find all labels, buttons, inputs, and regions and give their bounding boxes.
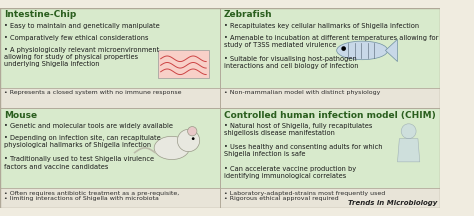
Text: • Traditionally used to test Shigella virulence
factors and vaccine candidates: • Traditionally used to test Shigella vi… bbox=[4, 156, 154, 170]
Text: • Genetic and molecular tools are widely available: • Genetic and molecular tools are widely… bbox=[4, 123, 173, 129]
Bar bbox=[220, 8, 440, 87]
Text: • Natural host of Shigella, fully recapitulates
shigellosis disease manifestatio: • Natural host of Shigella, fully recapi… bbox=[224, 123, 372, 136]
Ellipse shape bbox=[337, 41, 388, 60]
Text: • Laboratory-adapted-strains most frequently used
• Rigorous ethical approval re: • Laboratory-adapted-strains most freque… bbox=[224, 191, 385, 202]
Text: Controlled human infection model (CHIM): Controlled human infection model (CHIM) bbox=[224, 111, 436, 120]
Text: • Can accelerate vaccine production by
identifying immunological correlates: • Can accelerate vaccine production by i… bbox=[224, 166, 356, 179]
Text: • Recapitulates key cellular hallmarks of Shigella infection: • Recapitulates key cellular hallmarks o… bbox=[224, 22, 419, 29]
Bar bbox=[158, 50, 209, 78]
Text: • Often requires antibiotic treatment as a pre-requisite,
• limiting interaction: • Often requires antibiotic treatment as… bbox=[4, 191, 179, 202]
Text: • Represents a closed system with no immune response: • Represents a closed system with no imm… bbox=[4, 90, 181, 95]
Text: • Suitable for visualising host-pathogen
interactions and cell biology of infect: • Suitable for visualising host-pathogen… bbox=[224, 56, 358, 69]
Bar bbox=[220, 87, 440, 108]
Bar bbox=[0, 87, 220, 108]
Text: • Amenable to incubation at different temperatures allowing for
study of T3SS me: • Amenable to incubation at different te… bbox=[224, 35, 438, 48]
Text: Trends in Microbiology: Trends in Microbiology bbox=[348, 200, 438, 206]
Text: Zebrafish: Zebrafish bbox=[224, 11, 273, 19]
Text: Mouse: Mouse bbox=[4, 111, 37, 120]
Text: • Depending on infection site, can recapitulate
physiological hallmarks of Shige: • Depending on infection site, can recap… bbox=[4, 135, 161, 148]
Bar bbox=[220, 108, 440, 188]
Polygon shape bbox=[398, 139, 420, 162]
Ellipse shape bbox=[154, 136, 190, 160]
Bar bbox=[220, 188, 440, 208]
Text: Intestine-Chip: Intestine-Chip bbox=[4, 11, 76, 19]
Bar bbox=[0, 8, 220, 87]
Text: • Easy to maintain and genetically manipulate: • Easy to maintain and genetically manip… bbox=[4, 22, 159, 29]
Text: • Uses healthy and consenting adults for which
Shigella infection is safe: • Uses healthy and consenting adults for… bbox=[224, 144, 383, 157]
Circle shape bbox=[177, 129, 200, 152]
Text: • Comparatively few ethical considerations: • Comparatively few ethical consideratio… bbox=[4, 35, 148, 41]
Circle shape bbox=[401, 124, 416, 139]
Bar bbox=[0, 188, 220, 208]
Text: • A physiologically relevant microenvironment
allowing for study of physical pro: • A physiologically relevant microenviro… bbox=[4, 47, 159, 67]
Circle shape bbox=[341, 46, 346, 51]
Circle shape bbox=[192, 137, 194, 140]
Polygon shape bbox=[385, 39, 398, 62]
Text: • Non-mammalian model with distinct physiology: • Non-mammalian model with distinct phys… bbox=[224, 90, 380, 95]
Bar bbox=[0, 108, 220, 188]
Circle shape bbox=[188, 127, 197, 136]
